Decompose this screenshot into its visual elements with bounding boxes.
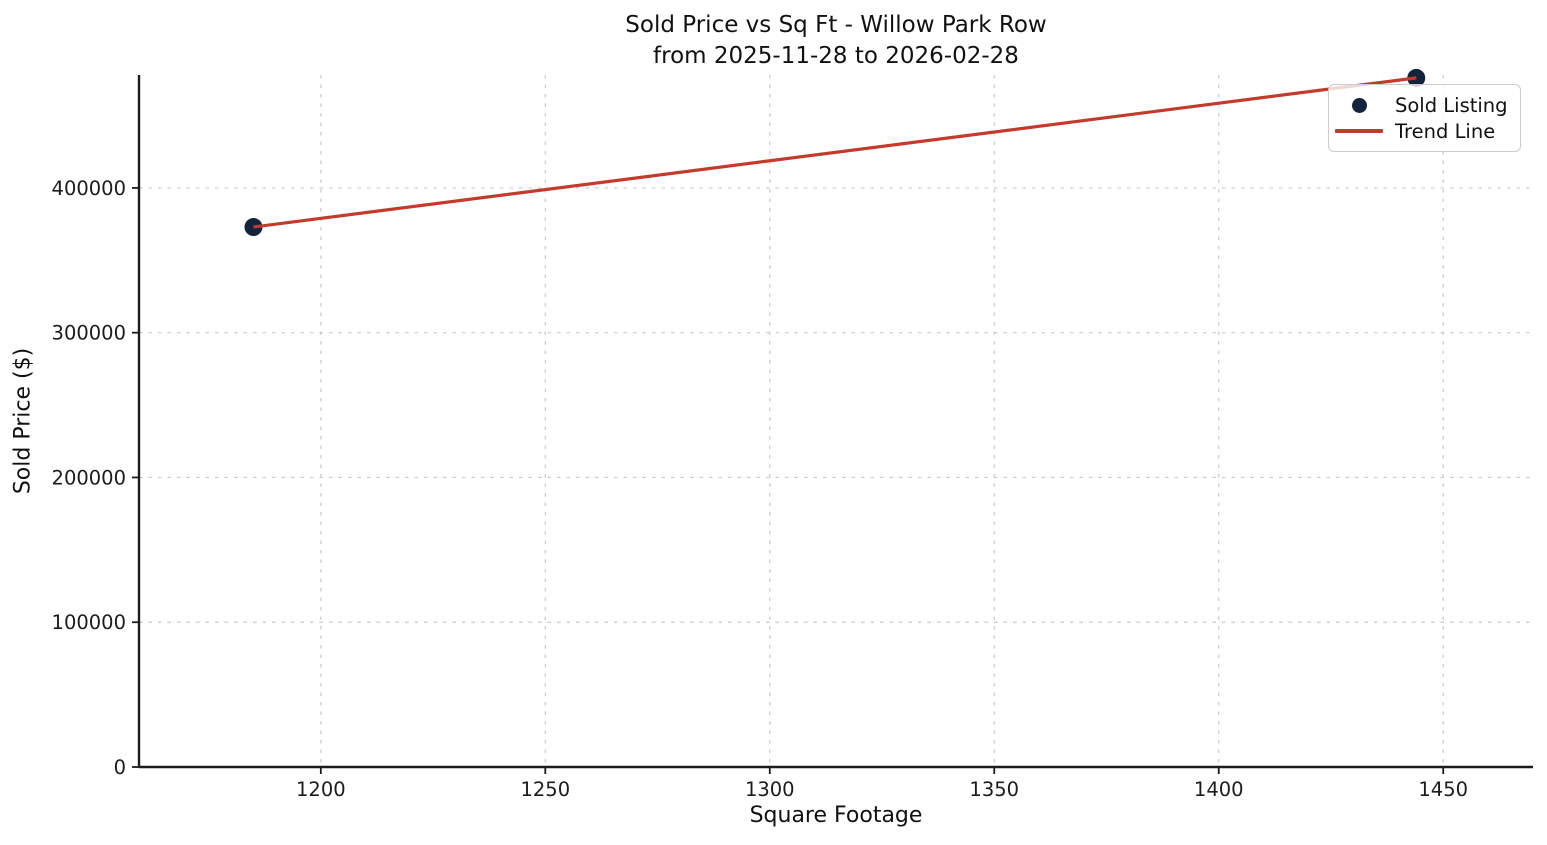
legend-line-icon <box>1335 128 1383 134</box>
legend-label: Trend Line <box>1395 119 1496 143</box>
y-tick-label: 200000 <box>52 466 126 489</box>
x-tick-label: 1400 <box>1194 778 1244 801</box>
x-tick-label: 1450 <box>1418 778 1468 801</box>
y-tick-label: 400000 <box>52 177 126 200</box>
x-axis-label: Square Footage <box>749 803 923 828</box>
y-tick-label: 100000 <box>52 611 126 634</box>
chart-title-line2: from 2025-11-28 to 2026-02-28 <box>653 43 1019 69</box>
legend: Sold Listing Trend Line <box>1328 84 1521 152</box>
legend-label: Sold Listing <box>1395 93 1508 117</box>
legend-item: Trend Line <box>1335 118 1508 144</box>
legend-dot-icon <box>1335 97 1383 113</box>
x-tick-label: 1250 <box>520 778 570 801</box>
x-tick-label: 1200 <box>296 778 346 801</box>
y-axis-label: Sold Price ($) <box>10 347 36 495</box>
chart-title-line1: Sold Price vs Sq Ft - Willow Park Row <box>625 12 1047 38</box>
chart-title: Sold Price vs Sq Ft - Willow Park Row fr… <box>139 10 1533 72</box>
x-tick-label: 1300 <box>745 778 795 801</box>
x-tick-label: 1350 <box>969 778 1019 801</box>
dot-marker <box>1351 97 1367 113</box>
y-tick-label: 300000 <box>52 322 126 345</box>
legend-item: Sold Listing <box>1335 92 1508 118</box>
line-marker <box>1335 128 1383 134</box>
trend-line <box>253 76 1417 229</box>
y-tick-label: 0 <box>114 756 126 779</box>
